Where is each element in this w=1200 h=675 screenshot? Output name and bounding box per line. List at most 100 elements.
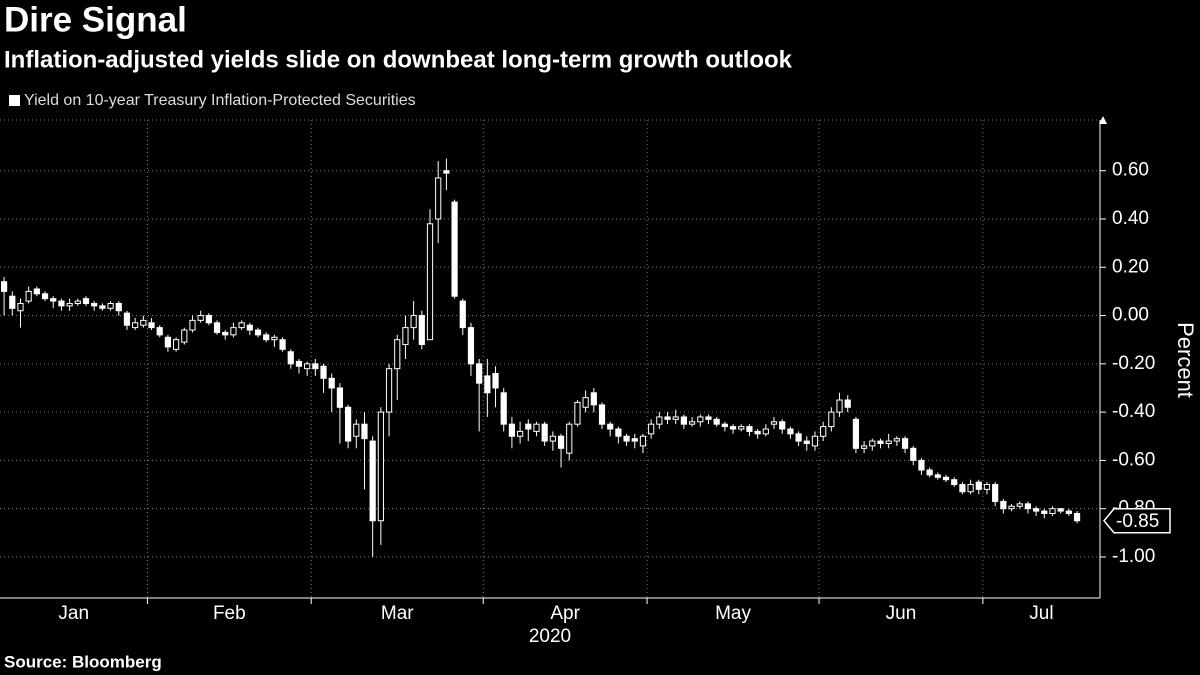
candle-body xyxy=(893,438,900,442)
source: Source: Bloomberg xyxy=(4,652,162,671)
candle-body xyxy=(1057,508,1064,512)
candle-body xyxy=(74,300,81,304)
candle-body xyxy=(0,281,8,292)
candle-body xyxy=(320,365,327,379)
candle-body xyxy=(942,476,950,481)
candle-body xyxy=(33,288,40,295)
candle-body xyxy=(402,327,409,346)
candle-body xyxy=(967,484,974,493)
candle-body xyxy=(312,363,319,370)
y-tick-label: -0.60 xyxy=(1112,449,1155,470)
candle-body xyxy=(500,392,507,425)
candle-body xyxy=(172,339,180,350)
candle-body xyxy=(238,322,245,329)
candle-body xyxy=(1033,508,1040,512)
candle-body xyxy=(607,423,614,430)
x-tick-label: Apr xyxy=(550,603,580,624)
candle-body xyxy=(181,329,188,343)
candle-body xyxy=(648,423,655,435)
candle-body xyxy=(1041,510,1048,515)
candle-body xyxy=(263,334,270,341)
candle-body xyxy=(336,387,344,408)
candle-body xyxy=(115,302,122,312)
candle-body xyxy=(754,430,761,435)
y-tick-label: 0.00 xyxy=(1112,305,1149,326)
candle-body xyxy=(672,416,679,420)
candle-body xyxy=(377,411,384,522)
candle-body xyxy=(345,406,352,442)
candle-body xyxy=(254,329,262,336)
candle-body xyxy=(443,170,450,174)
x-tick-label: Feb xyxy=(213,603,246,624)
candle-body xyxy=(492,372,499,389)
candle-body xyxy=(721,423,728,428)
candle-body xyxy=(566,423,573,454)
candle-body xyxy=(738,426,745,430)
candle-body xyxy=(230,327,237,336)
candle-body xyxy=(951,479,958,486)
candle-body xyxy=(328,377,335,389)
candle-body xyxy=(17,302,24,312)
candle-body xyxy=(205,315,212,324)
last-value-label: -0.85 xyxy=(1116,511,1159,532)
candle-body xyxy=(164,336,172,348)
candle-body xyxy=(148,322,155,329)
candle-body xyxy=(795,433,802,442)
candle-body xyxy=(353,423,360,437)
candle-body xyxy=(811,435,819,447)
candle-body xyxy=(222,331,229,336)
candle-body xyxy=(459,300,466,329)
candle-body xyxy=(91,302,98,307)
candle-body xyxy=(729,426,737,430)
candle-body xyxy=(992,484,999,502)
candle-body xyxy=(770,421,778,425)
candle-body xyxy=(361,423,368,440)
candle-body xyxy=(836,399,843,413)
candle-body xyxy=(304,363,311,370)
y-tick-label: 0.40 xyxy=(1112,208,1149,229)
candle-body xyxy=(623,435,630,442)
candle-body xyxy=(934,474,941,478)
candle-body xyxy=(803,440,810,444)
candle-body xyxy=(1016,503,1023,507)
candle-body xyxy=(639,435,647,447)
candle-body xyxy=(861,445,868,449)
x-tick-label: Jul xyxy=(1029,603,1053,624)
candle-body xyxy=(582,397,589,408)
candle-body xyxy=(279,339,286,350)
candle-body xyxy=(705,416,712,420)
candle-body xyxy=(50,298,57,302)
candle-body xyxy=(58,300,65,307)
candle-body xyxy=(156,327,163,336)
x-tick-label: Jun xyxy=(886,603,917,624)
candle-body xyxy=(664,416,671,420)
candle-body xyxy=(590,392,597,406)
candle-body xyxy=(689,421,696,425)
x-tick-label: Mar xyxy=(381,603,414,624)
x-tick-label: May xyxy=(715,603,751,624)
candle-body xyxy=(25,290,32,302)
candle-body xyxy=(983,484,991,490)
candle-body xyxy=(697,416,704,423)
candle-body xyxy=(9,295,16,309)
candle-body xyxy=(1000,500,1007,510)
candle-body xyxy=(713,418,720,425)
candle-body xyxy=(525,423,532,430)
candle-body xyxy=(123,312,131,326)
candle-body xyxy=(901,438,909,449)
candle-body xyxy=(656,416,663,425)
candle-body xyxy=(533,423,540,432)
candle-body xyxy=(189,319,196,331)
y-tick-label: -1.00 xyxy=(1112,546,1155,567)
chart-title: Dire Signal xyxy=(4,0,187,39)
candle-body xyxy=(517,430,524,437)
y-axis-title: Percent xyxy=(1173,322,1198,398)
chart-subtitle: Inflation-adjusted yields slide on downb… xyxy=(4,46,793,73)
candle-body xyxy=(287,351,294,365)
candle-body xyxy=(1073,513,1081,522)
candle-body xyxy=(410,315,417,329)
x-axis-title: 2020 xyxy=(529,626,571,647)
candle-body xyxy=(598,404,606,425)
candle-body xyxy=(385,368,393,413)
